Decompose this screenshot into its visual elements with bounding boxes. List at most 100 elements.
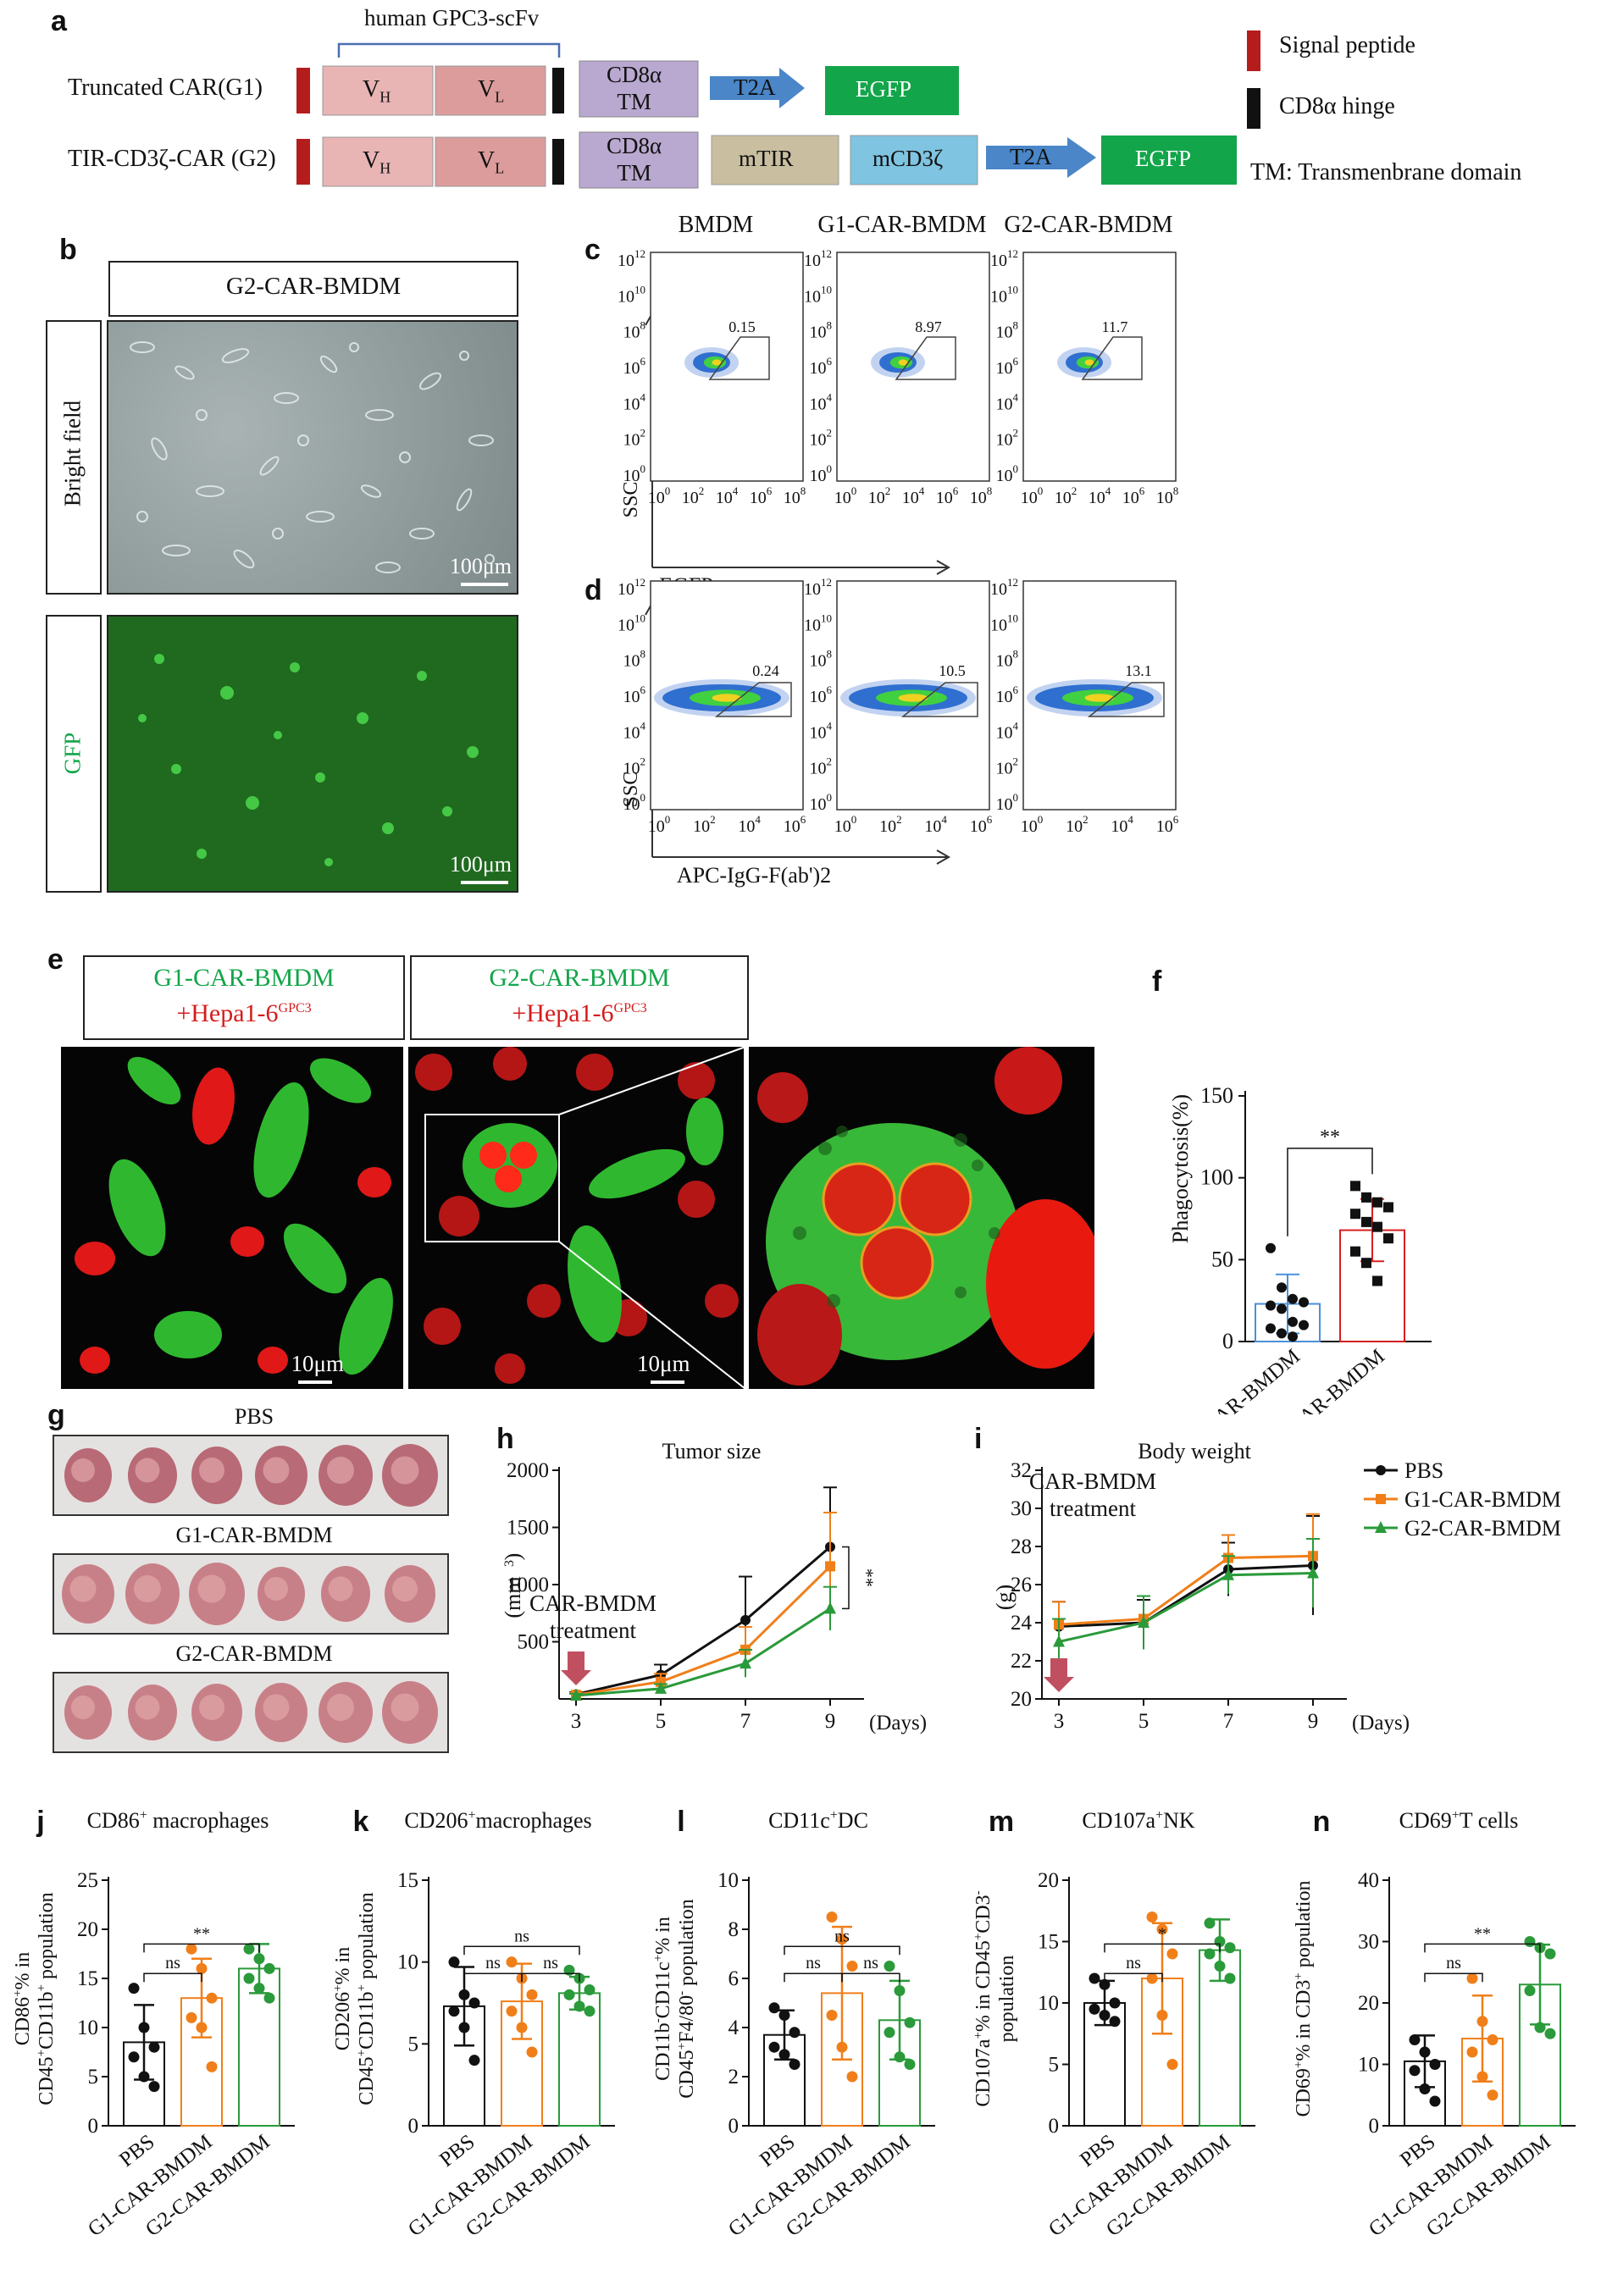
scale-label: 100μm (449, 852, 512, 877)
x-tick-label: 106 (1156, 813, 1179, 836)
y-label-part: population (996, 1956, 1018, 2043)
y-tick-label: 1010 (804, 611, 832, 634)
y-tick-label: 1010 (804, 283, 832, 306)
panel-n: n CD69+T cells CD69+% in CD3+ population 0 1… (1281, 1787, 1601, 2295)
e-left-cells (75, 1056, 393, 1375)
panel-label: h (496, 1423, 514, 1455)
y-label-part: population (36, 1892, 58, 1984)
data-point (884, 1961, 895, 1972)
e-mid-title-box: G2-CAR-BMDM +Hepa1-6GPC3 (410, 955, 749, 1040)
gate (895, 336, 956, 380)
e-mid-title-2: +Hepa1-6GPC3 (512, 999, 647, 1027)
b-row1-label: Bright field (59, 400, 86, 507)
y-tick-label: 104 (810, 719, 833, 742)
data-point (138, 2071, 150, 2083)
x-tick-label: 102 (879, 813, 902, 836)
y-tick-label: 0 (728, 2115, 740, 2138)
y-tick-exp: 10 (634, 611, 645, 624)
x-tick-label: 102 (1055, 484, 1077, 507)
y-tick-label: 106 (810, 355, 833, 378)
y-tick-label: 1012 (990, 247, 1018, 270)
legend-label: G2-CAR-BMDM (1404, 1516, 1561, 1541)
panel-label: f (1152, 965, 1162, 998)
x-tick-exp: 8 (1173, 484, 1179, 497)
y-label-part: CD11b (36, 1991, 58, 2049)
scale-bar (461, 583, 508, 586)
x-tick-label: 108 (1156, 484, 1179, 507)
tumor-highlight (264, 1577, 288, 1601)
data-point (1299, 1320, 1309, 1331)
x-unit-label: (Days) (1352, 1712, 1410, 1734)
x-tick-label: 100 (834, 484, 857, 507)
gate (900, 682, 978, 717)
y-label-part: population (356, 1892, 378, 1984)
y-tick-exp: 0 (640, 462, 646, 475)
flow-title: BMDM (678, 212, 754, 238)
y-tick-label: 104 (996, 719, 1019, 742)
egfp-g1: EGFP (856, 76, 912, 102)
tumor-highlight (71, 1696, 95, 1719)
sig-marker: ns (806, 1954, 821, 1972)
body-weight-chart: 20 22 24 26 28 30 32 3 5 7 9 (Days) Body weight CAR-B… (992, 1439, 1561, 1734)
data-point (148, 2041, 160, 2053)
sig-marker: ns (1126, 1954, 1141, 1972)
data-point (1372, 1197, 1382, 1208)
panel-j: j CD86+ macrophages CD86+% in CD45+CD11b+ p… (0, 1787, 320, 2295)
title-rest: T cells (1460, 1808, 1519, 1833)
series-line (575, 1565, 832, 1696)
data-point (1350, 1209, 1360, 1220)
x-tick-exp: 8 (987, 484, 993, 497)
gfp-texture (138, 654, 479, 866)
title-part: CD206 (404, 1808, 468, 1833)
e-mid-image: 10μm (408, 1047, 744, 1389)
y-tick-label: 1012 (618, 247, 645, 270)
data-point (740, 1614, 751, 1625)
y-axis-label: CD107a+% in CD45+CD3- (972, 1890, 994, 2106)
sig-marker: ** (193, 1924, 210, 1943)
x-tick-label: 100 (648, 484, 671, 507)
sig-marker: ** (1320, 1126, 1340, 1148)
y-tick-label: 20 (1358, 1992, 1379, 2015)
chart-title: Body weight (1138, 1439, 1251, 1463)
y-axis-label: SSC (620, 772, 642, 808)
y-tick-label: 0 (1222, 1329, 1233, 1353)
flow-plot-1: 1012 1010 108 106 104 102 100 100 102 104 106 10.5 (796, 569, 993, 925)
x-tick-label: 9 (1308, 1710, 1319, 1733)
y-tick-label: 100 (1200, 1165, 1233, 1190)
tumor-highlight (199, 1458, 224, 1483)
arrowhead (936, 849, 951, 865)
gate-value: 8.97 (915, 318, 942, 335)
chart-title: CD69+T cells (1399, 1808, 1519, 1833)
data-point (448, 1956, 460, 1968)
y-axis-label: CD69+% in CD3+ population (1292, 1881, 1315, 2117)
tumor-highlight (69, 1575, 97, 1602)
y-tick-label: 106 (996, 683, 1019, 706)
y-label-part: + (331, 1984, 345, 1991)
x-category-label: PBS (435, 2130, 479, 2172)
y-tick-label: 20 (77, 1918, 98, 1941)
x-tick-exp: 6 (800, 813, 806, 826)
data-point (1277, 1303, 1287, 1314)
g-group-label: G1-CAR-BMDM (175, 1523, 333, 1547)
panel-f: f 0 50 100 150 Phagocytosis(%) G1-CAR-BMDM G2-… (1110, 940, 1601, 1414)
y-tick-exp: 6 (827, 355, 833, 368)
y-label-part: + (972, 2032, 985, 2039)
cell-cloud-peak (712, 359, 722, 366)
tm-g2: CD8α TM (607, 133, 662, 185)
y-label-part: + (11, 1989, 25, 1996)
y-axis-label: CD86+% in (11, 1952, 34, 2045)
panel-h: h 500 1000 1500 2000 3 5 7 9 (Days) Tumor size CAR… (474, 1397, 949, 1770)
data-point (1476, 2016, 1488, 2028)
y-tick-exp: 8 (640, 319, 646, 332)
cell-cloud-peak (1084, 359, 1094, 366)
y-tick-label: 50 (1211, 1247, 1233, 1271)
data-point (1288, 1331, 1298, 1342)
data-point (1266, 1242, 1276, 1253)
panel-label: c (584, 234, 601, 266)
tumor-highlight (392, 1576, 418, 1602)
data-point (1361, 1216, 1371, 1227)
y-tick-exp: 2 (640, 427, 646, 440)
y-tick-exp: 4 (1013, 719, 1019, 732)
data-point (1544, 1948, 1556, 1960)
